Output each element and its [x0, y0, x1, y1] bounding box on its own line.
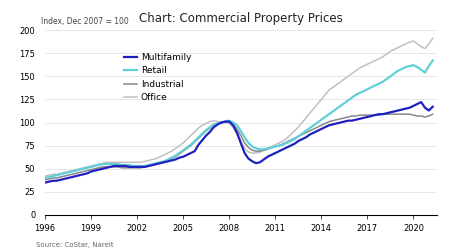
Industrial: [346, 99, 351, 102]
Industrial: [430, 59, 435, 62]
Multifamily: [42, 175, 48, 178]
Legend: Multifamily, Retail, Industrial, Office: Multifamily, Retail, Industrial, Office: [120, 49, 195, 106]
Office: [127, 166, 132, 168]
Industrial: [376, 82, 382, 85]
Industrial: [115, 162, 121, 166]
Multifamily: [127, 161, 132, 164]
Industrial: [42, 176, 48, 180]
Office: [42, 181, 48, 184]
Multifamily: [376, 57, 382, 60]
Retail: [380, 113, 386, 116]
Retail: [376, 114, 382, 116]
Multifamily: [346, 75, 351, 78]
Office: [315, 129, 320, 132]
Office: [115, 164, 121, 168]
Retail: [346, 116, 351, 118]
Office: [219, 121, 224, 124]
Line: Office: Office: [45, 102, 432, 182]
Line: Multifamily: Multifamily: [45, 38, 432, 176]
Line: Industrial: Industrial: [45, 60, 432, 178]
Line: Retail: Retail: [45, 114, 432, 180]
Retail: [115, 166, 121, 168]
Text: Source: CoStar, Nareit: Source: CoStar, Nareit: [36, 242, 113, 248]
Retail: [127, 166, 132, 169]
Industrial: [219, 121, 224, 124]
Industrial: [315, 121, 320, 124]
Retail: [219, 121, 224, 124]
Retail: [315, 126, 320, 128]
Office: [418, 101, 424, 104]
Multifamily: [219, 121, 224, 124]
Title: Chart: Commercial Property Prices: Chart: Commercial Property Prices: [139, 12, 342, 25]
Multifamily: [115, 161, 121, 164]
Retail: [42, 178, 48, 181]
Multifamily: [315, 102, 320, 106]
Office: [346, 119, 351, 122]
Office: [430, 105, 435, 108]
Multifamily: [430, 37, 435, 40]
Industrial: [127, 164, 132, 166]
Text: Index, Dec 2007 = 100: Index, Dec 2007 = 100: [41, 17, 129, 26]
Office: [376, 113, 382, 116]
Retail: [430, 113, 435, 116]
